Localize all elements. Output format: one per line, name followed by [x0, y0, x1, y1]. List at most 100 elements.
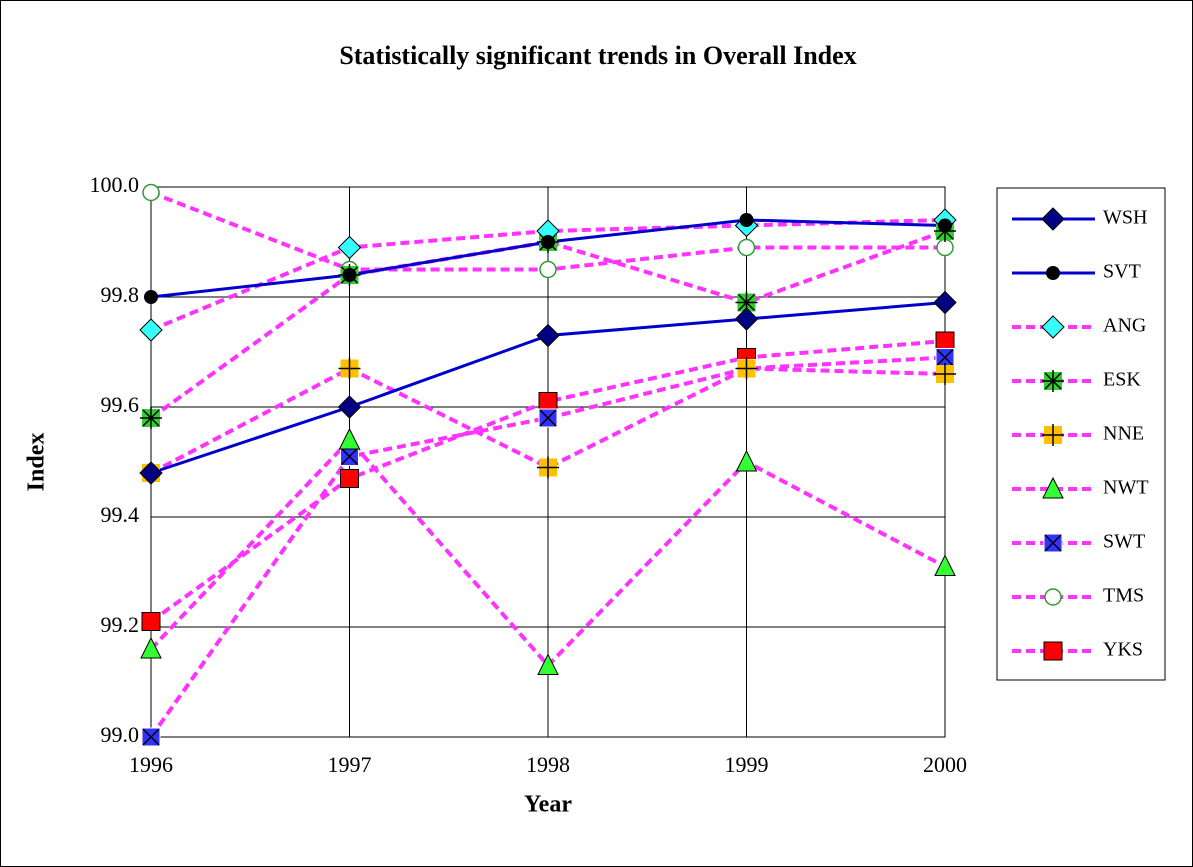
marker: [1042, 476, 1064, 499]
y-axis-title: Index: [24, 433, 50, 492]
marker: [735, 291, 758, 314]
marker-part: [142, 183, 160, 202]
marker: [337, 395, 362, 419]
marker-part: [142, 728, 160, 746]
marker-part: [140, 636, 162, 659]
legend-label: ESK: [1103, 369, 1141, 391]
legend-label: TMS: [1103, 585, 1144, 607]
marker-part: [337, 235, 362, 260]
marker-part: [1041, 315, 1065, 339]
y-tick-label: 99.2: [101, 612, 140, 637]
marker: [340, 469, 359, 488]
marker-part: [1041, 207, 1065, 231]
marker: [139, 318, 163, 342]
legend-label: WSH: [1103, 207, 1147, 229]
marker: [1043, 533, 1063, 553]
marker: [537, 456, 559, 479]
y-tick-label: 99.8: [101, 282, 140, 307]
marker-part: [737, 238, 756, 257]
x-axis-title: Year: [524, 792, 572, 818]
marker-part: [342, 268, 357, 282]
marker: [735, 449, 758, 472]
marker: [1043, 641, 1063, 661]
x-tick-label: 1996: [129, 752, 173, 777]
marker: [935, 331, 955, 351]
marker: [539, 260, 557, 279]
y-tick-label: 99.4: [101, 502, 140, 527]
marker: [338, 357, 361, 380]
marker: [144, 290, 158, 304]
marker-part: [141, 727, 161, 747]
marker: [1046, 266, 1060, 280]
marker: [141, 727, 161, 747]
marker: [735, 357, 758, 380]
marker-part: [539, 409, 557, 427]
marker: [538, 392, 558, 411]
marker-part: [338, 427, 361, 450]
marker: [1044, 588, 1062, 606]
marker-part: [938, 218, 952, 233]
x-tick-label: 1997: [328, 752, 372, 777]
marker: [1041, 315, 1065, 339]
marker-part: [1046, 266, 1060, 280]
legend-box: [996, 187, 1166, 681]
marker-part: [936, 348, 954, 367]
marker: [141, 612, 161, 631]
marker: [142, 183, 160, 202]
marker-part: [537, 653, 559, 675]
legend-label: YKS: [1103, 639, 1143, 661]
marker: [537, 653, 559, 675]
legend-label: ANG: [1103, 315, 1146, 337]
marker-part: [139, 461, 163, 485]
marker-part: [139, 318, 163, 342]
marker: [342, 268, 357, 282]
series-line: [150, 366, 946, 475]
marker: [140, 636, 162, 659]
marker-part: [735, 449, 758, 472]
marker: [541, 235, 555, 249]
marker-part: [739, 213, 754, 227]
y-tick-label: 99.6: [101, 392, 140, 417]
marker: [1042, 424, 1064, 446]
legend-label: SWT: [1103, 531, 1145, 553]
marker-part: [337, 395, 362, 419]
marker-part: [340, 447, 359, 466]
marker: [933, 290, 957, 315]
chart-title: Statistically significant trends in Over…: [339, 41, 856, 70]
series-line: [149, 355, 946, 739]
x-tick-label: 1999: [725, 752, 769, 777]
marker: [140, 407, 162, 429]
marker-part: [1043, 641, 1063, 661]
marker-part: [536, 323, 560, 348]
marker: [934, 554, 956, 576]
marker-part: [734, 307, 759, 331]
marker: [1041, 207, 1065, 231]
marker: [739, 213, 754, 227]
marker-part: [1044, 534, 1062, 552]
marker-part: [144, 290, 158, 304]
marker-part: [933, 290, 957, 315]
marker: [734, 307, 759, 331]
marker: [1042, 370, 1064, 392]
marker-part: [142, 409, 160, 427]
x-tick-label: 1998: [526, 752, 570, 777]
legend-label: NNE: [1103, 423, 1144, 445]
y-tick-label: 100.0: [90, 172, 140, 197]
marker-part: [538, 408, 558, 428]
marker-part: [538, 392, 558, 411]
marker-part: [737, 293, 756, 312]
x-tick-label: 2000: [923, 752, 967, 777]
legend-label: SVT: [1103, 261, 1141, 283]
marker-part: [1043, 533, 1063, 553]
marker-part: [141, 612, 161, 631]
marker-part: [539, 260, 557, 279]
marker-part: [935, 331, 955, 351]
marker: [139, 461, 163, 485]
legend-label: NWT: [1103, 477, 1149, 499]
marker: [538, 408, 558, 428]
marker: [938, 218, 952, 233]
marker: [737, 238, 756, 257]
marker-part: [1042, 476, 1064, 499]
marker: [338, 427, 361, 450]
